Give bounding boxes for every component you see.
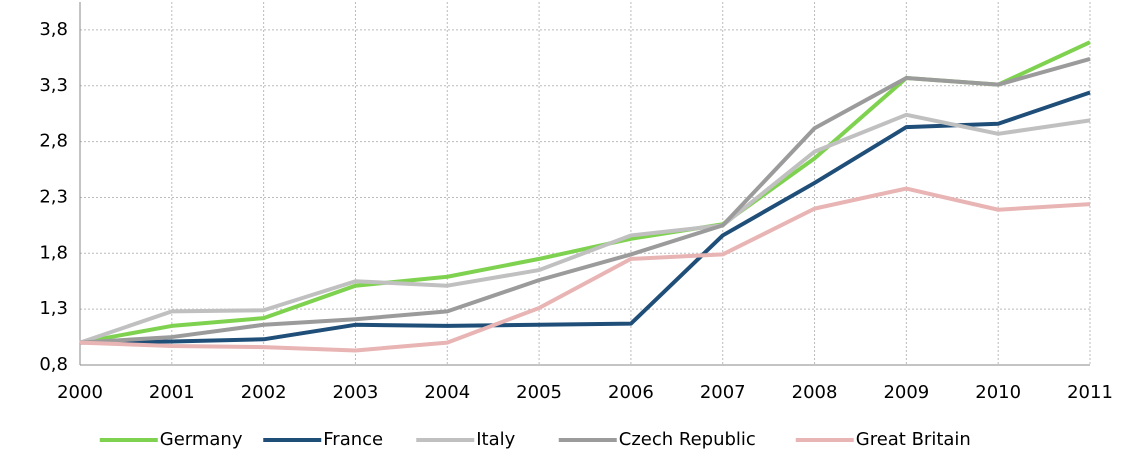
x-tick-label: 2005 <box>516 382 562 403</box>
legend-label: France <box>323 429 383 450</box>
legend-label: Great Britain <box>856 429 971 450</box>
x-tick-label: 2008 <box>792 382 838 403</box>
y-tick-label: 0,8 <box>39 354 68 375</box>
x-tick-label: 2009 <box>883 382 929 403</box>
y-tick-label: 1,3 <box>39 298 68 319</box>
series-line <box>79 186 1091 353</box>
x-tick-label: 2002 <box>241 382 287 403</box>
series-line <box>79 90 1091 345</box>
y-tick-label: 3,3 <box>39 75 68 96</box>
y-tick-label: 2,8 <box>39 131 68 152</box>
legend-label: Czech Republic <box>619 429 756 450</box>
x-tick-label: 2006 <box>608 382 654 403</box>
x-tick-label: 2003 <box>333 382 379 403</box>
series-line <box>79 57 1091 345</box>
x-tick-label: 2004 <box>424 382 470 403</box>
x-tick-label: 2000 <box>57 382 103 403</box>
x-tick-label: 2010 <box>975 382 1021 403</box>
x-tick-label: 2001 <box>149 382 195 403</box>
legend-label: Germany <box>160 429 243 450</box>
y-tick-label: 2,3 <box>39 186 68 207</box>
x-tick-label: 2007 <box>700 382 746 403</box>
y-tick-label: 1,8 <box>39 242 68 263</box>
legend-label: Italy <box>476 429 515 450</box>
y-tick-label: 3,8 <box>39 19 68 40</box>
series-line <box>79 40 1091 345</box>
x-tick-label: 2011 <box>1067 382 1113 403</box>
series-line <box>79 112 1091 345</box>
